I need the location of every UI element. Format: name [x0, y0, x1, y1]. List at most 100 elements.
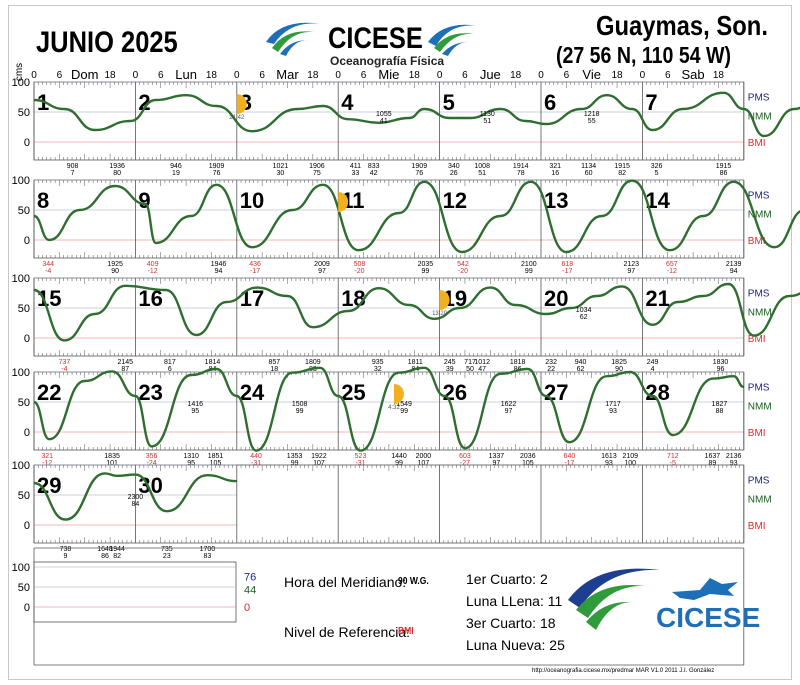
extreme-height-label: -20	[458, 268, 468, 275]
extreme-time-label: 340	[448, 163, 460, 170]
extreme-time-label: 1925	[107, 261, 123, 268]
extreme-height-label: 105	[210, 460, 222, 467]
extreme-height-label: 80	[113, 170, 121, 177]
cicese-swoosh-icon	[266, 22, 322, 56]
hour-tick-label: 18	[611, 70, 623, 81]
extreme-height-label: -12	[148, 268, 158, 275]
moon-phase-third-quarter: 3er Cuarto: 18	[466, 615, 556, 631]
extreme-height-label: 18	[270, 366, 278, 373]
hour-tick-label: 6	[665, 70, 671, 81]
extreme-height-label: -20	[354, 268, 364, 275]
y-tick-label: 100	[12, 175, 30, 187]
bmi-label: BMI	[748, 236, 766, 247]
extreme-height-label: 51	[478, 170, 486, 177]
day-of-week-label: Dom	[71, 67, 98, 82]
y-tick-label: 100	[12, 367, 30, 379]
moon-time-label: 13:20	[432, 311, 448, 317]
extreme-time-label: 603	[459, 453, 471, 460]
extreme-height-label: 5	[655, 170, 659, 177]
extreme-time-label: 940	[575, 359, 587, 366]
bmi-label: BMI	[748, 138, 766, 149]
y-tick-label: 0	[24, 235, 30, 247]
inline-height-label: 97	[505, 408, 513, 415]
legend-pms-value: 76	[244, 572, 256, 584]
extreme-time-label: 1700	[200, 546, 216, 553]
hour-tick-label: 18	[104, 70, 116, 81]
extreme-height-label: 19	[172, 170, 180, 177]
extreme-time-label: 1134	[581, 163, 596, 170]
y-tick-label: 100	[12, 77, 30, 89]
bmi-label: BMI	[748, 334, 766, 345]
extreme-time-label: 2109	[622, 453, 638, 460]
day-number: 21	[645, 286, 669, 311]
hour-tick-label: 6	[564, 70, 570, 81]
extreme-time-label: 326	[651, 163, 663, 170]
meridian-label: Hora del Meridiano:	[284, 574, 407, 590]
extreme-height-label: 30	[277, 170, 285, 177]
extreme-height-label: 90	[615, 366, 623, 373]
pms-label: PMS	[748, 288, 770, 299]
extreme-height-label: 99	[422, 268, 430, 275]
extreme-height-label: 86	[101, 553, 109, 560]
meridian-value: 90 W.G.	[398, 576, 429, 587]
extreme-time-label: 2036	[520, 453, 536, 460]
moon-phase-icon	[439, 290, 450, 310]
extreme-time-label: 1613	[601, 453, 617, 460]
extreme-time-label: 1915	[614, 163, 630, 170]
hour-tick-label: 18	[713, 70, 725, 81]
moon-time-label: 4:32	[388, 405, 400, 411]
inline-height-label: 55	[588, 118, 596, 125]
extreme-height-label: 99	[395, 460, 403, 467]
institution-name: CICESE	[328, 22, 423, 55]
extreme-time-label: 1909	[209, 163, 225, 170]
day-number: 25	[341, 380, 365, 405]
hour-tick-label: 18	[307, 70, 319, 81]
extreme-height-label: -12	[667, 268, 677, 275]
day-number: 22	[37, 380, 61, 405]
extreme-time-label: 2136	[726, 453, 742, 460]
moon-phase-first-quarter: 1er Cuarto: 2	[466, 571, 548, 587]
hour-tick-label: 0	[538, 70, 544, 81]
moon-phase-icon	[236, 94, 247, 114]
moon-phase-list: 1er Cuarto: 2 Luna LLena: 11 3er Cuarto:…	[466, 568, 565, 656]
day-number: 17	[240, 286, 264, 311]
inline-height-label: 51	[483, 118, 491, 125]
extreme-time-label: 640	[564, 453, 576, 460]
extreme-time-label: 508	[354, 261, 366, 268]
day-number: 6	[544, 90, 556, 115]
extreme-time-label: 436	[249, 261, 261, 268]
extreme-time-label: 2100	[521, 261, 537, 268]
extreme-time-label: 2000	[416, 453, 432, 460]
extreme-time-label: 321	[549, 163, 561, 170]
hour-tick-label: 6	[462, 70, 468, 81]
extreme-height-label: 82	[113, 553, 121, 560]
inline-height-label: 99	[400, 408, 408, 415]
hour-tick-label: 6	[259, 70, 265, 81]
y-tick-label: 0	[24, 333, 30, 345]
extreme-time-label: 1440	[391, 453, 407, 460]
extreme-height-label: 94	[730, 268, 738, 275]
extreme-height-label: -27	[460, 460, 470, 467]
nmm-label: NMM	[748, 210, 772, 221]
extreme-height-label: -17	[250, 268, 260, 275]
y-tick-label: 0	[24, 520, 30, 532]
extreme-height-label: 75	[313, 170, 321, 177]
moon-phase-new-moon: Luna Nueva: 25	[466, 637, 565, 653]
extreme-time-label: 344	[42, 261, 54, 268]
extreme-time-label: 249	[647, 359, 659, 366]
day-number: 8	[37, 188, 49, 213]
extreme-height-label: 105	[522, 460, 534, 467]
extreme-height-label: 93	[730, 460, 738, 467]
tide-curve	[33, 366, 745, 452]
reference-label: Nivel de Referencia:	[284, 624, 411, 640]
extreme-height-label: 95	[187, 460, 195, 467]
extreme-time-label: 1944	[109, 546, 125, 553]
legend-y-tick: 0	[24, 602, 30, 614]
moon-phase-icon	[338, 192, 349, 212]
nmm-label: NMM	[748, 495, 772, 506]
bmi-label: BMI	[748, 521, 766, 532]
day-number: 11	[341, 188, 364, 213]
extreme-time-label: 232	[545, 359, 557, 366]
extreme-time-label: 738	[60, 546, 72, 553]
extreme-height-label: 60	[585, 170, 593, 177]
